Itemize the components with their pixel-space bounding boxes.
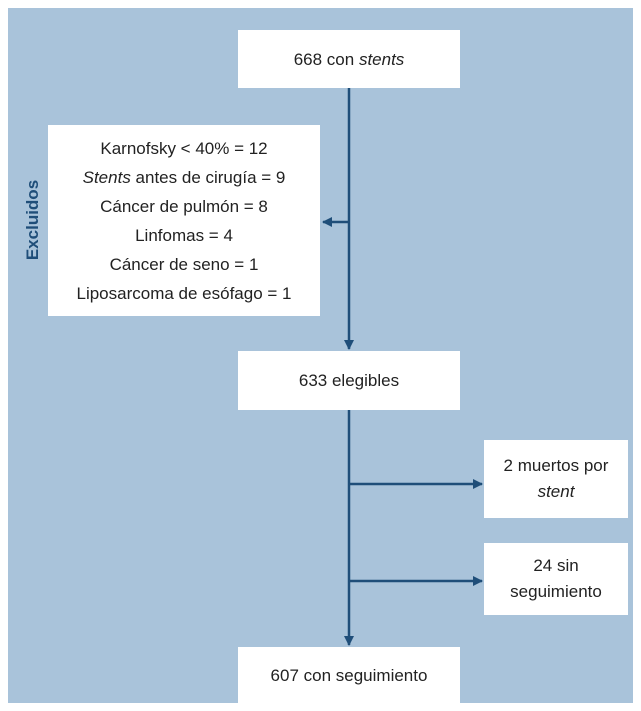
excluded-label: Excluidos	[23, 179, 42, 261]
text: 607 con seguimiento	[270, 665, 428, 685]
item: Stents antes de cirugía = 9	[83, 163, 286, 192]
item: Cáncer de seno = 1	[110, 250, 259, 279]
text: Liposarcoma de esófago = 1	[76, 283, 292, 303]
text: 2 muertos por	[503, 456, 609, 475]
text: antes de cirugía = 9	[130, 167, 286, 187]
text: seguimiento	[510, 582, 602, 601]
text: Karnofsky < 40% = 12	[100, 138, 268, 158]
text: 24 sin	[533, 556, 579, 575]
start-box: 668 con stents	[238, 30, 460, 88]
text: stents	[358, 49, 405, 69]
eligible-box: 633 elegibles	[238, 351, 460, 410]
item: Linfomas = 4	[135, 221, 233, 250]
excluded-box: Karnofsky < 40% = 12 Stents antes de cir…	[48, 125, 320, 316]
start-label: 668 con stents	[294, 45, 405, 74]
lost-box: 24 sin seguimiento	[484, 543, 628, 615]
deaths-box: 2 muertos por stent	[484, 440, 628, 518]
text: 633 elegibles	[298, 371, 400, 390]
text: Cáncer de pulmón = 8	[100, 196, 268, 216]
text: stent	[537, 482, 575, 501]
text: 668 con	[293, 49, 359, 69]
item: Karnofsky < 40% = 12	[100, 134, 267, 163]
text: Linfomas = 4	[135, 225, 233, 245]
text: Cáncer de seno = 1	[109, 254, 259, 274]
item: Liposarcoma de esófago = 1	[76, 279, 291, 308]
item: Cáncer de pulmón = 8	[100, 192, 268, 221]
text: Stents	[82, 167, 131, 187]
final-box: 607 con seguimiento	[238, 647, 460, 703]
